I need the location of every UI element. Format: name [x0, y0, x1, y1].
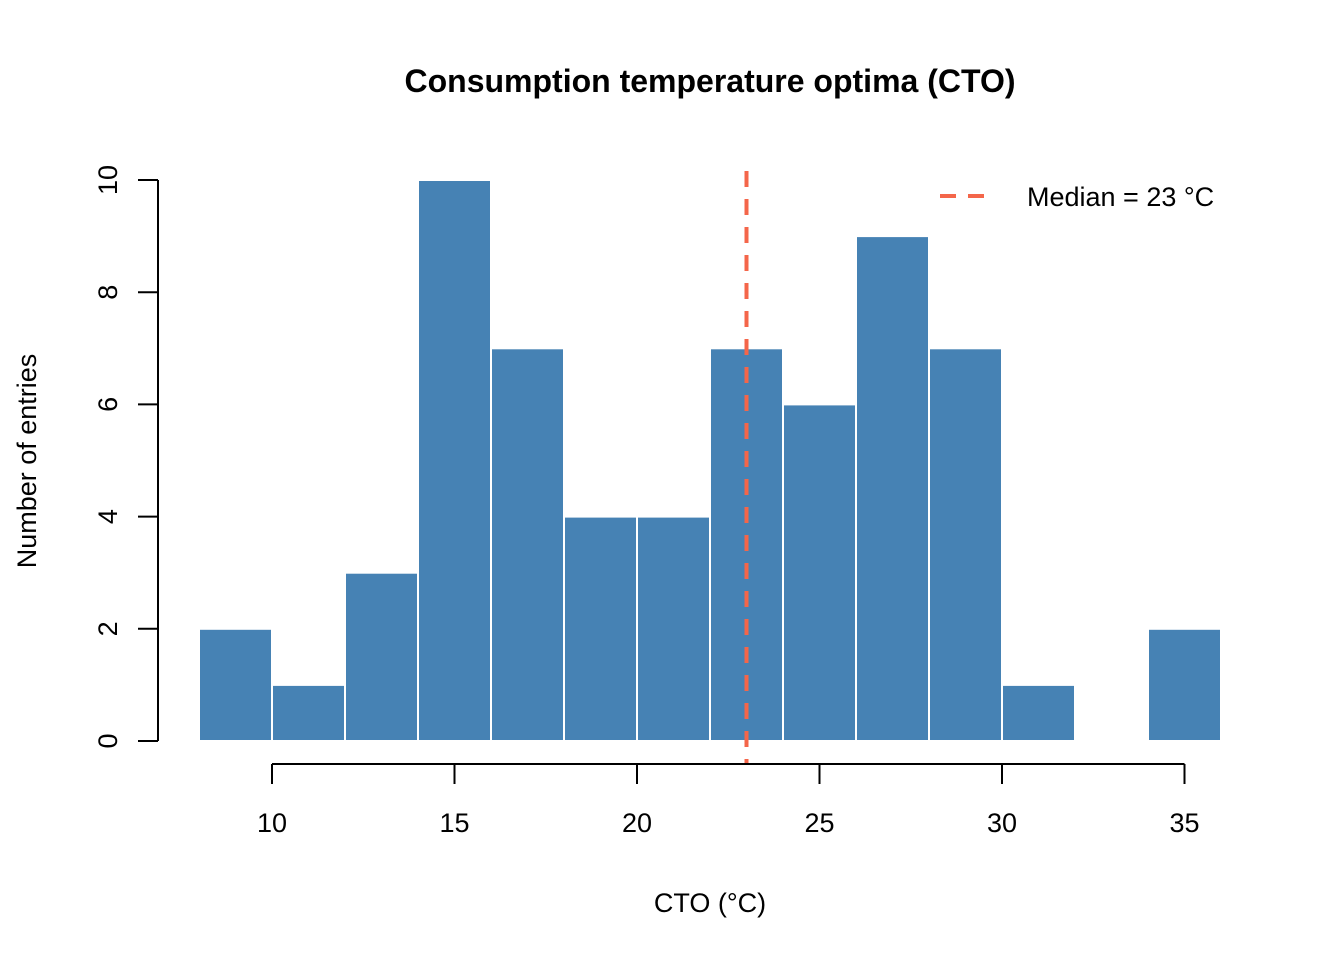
- histogram-bar: [782, 403, 857, 742]
- histogram-bar: [855, 235, 930, 742]
- chart-title: Consumption temperature optima (CTO): [405, 63, 1016, 99]
- x-tick-label: 10: [257, 808, 287, 838]
- y-tick-label: 4: [93, 509, 123, 524]
- y-tick-label: 6: [93, 397, 123, 412]
- histogram-bar: [1001, 683, 1076, 743]
- histogram-bar: [1147, 627, 1222, 742]
- x-tick-label: 25: [804, 808, 834, 838]
- y-axis: 0 2 4 6 8 10: [93, 165, 159, 749]
- histogram-bar: [417, 179, 492, 742]
- y-axis-label: Number of entries: [12, 354, 42, 569]
- x-tick-label: 35: [1169, 808, 1199, 838]
- histogram-bar: [563, 515, 638, 742]
- histogram-bar: [636, 515, 711, 742]
- y-tick-label: 8: [93, 285, 123, 300]
- y-tick-label: 10: [93, 165, 123, 195]
- bars-group: [198, 179, 1222, 743]
- x-tick-label: 15: [439, 808, 469, 838]
- legend: Median = 23 °C: [940, 182, 1214, 212]
- x-axis-label: CTO (°C): [654, 888, 766, 918]
- histogram-bar: [198, 627, 273, 742]
- x-tick-label: 20: [622, 808, 652, 838]
- y-tick-label: 2: [93, 621, 123, 636]
- histogram-bar: [490, 347, 565, 742]
- x-axis: 10 15 20 25 30 35: [257, 763, 1200, 838]
- histogram-bar: [928, 347, 1003, 742]
- x-tick-label: 30: [987, 808, 1017, 838]
- legend-median-label: Median = 23 °C: [1027, 182, 1214, 212]
- histogram-bar: [271, 683, 346, 743]
- y-tick-label: 0: [93, 733, 123, 748]
- histogram-bar: [344, 571, 419, 743]
